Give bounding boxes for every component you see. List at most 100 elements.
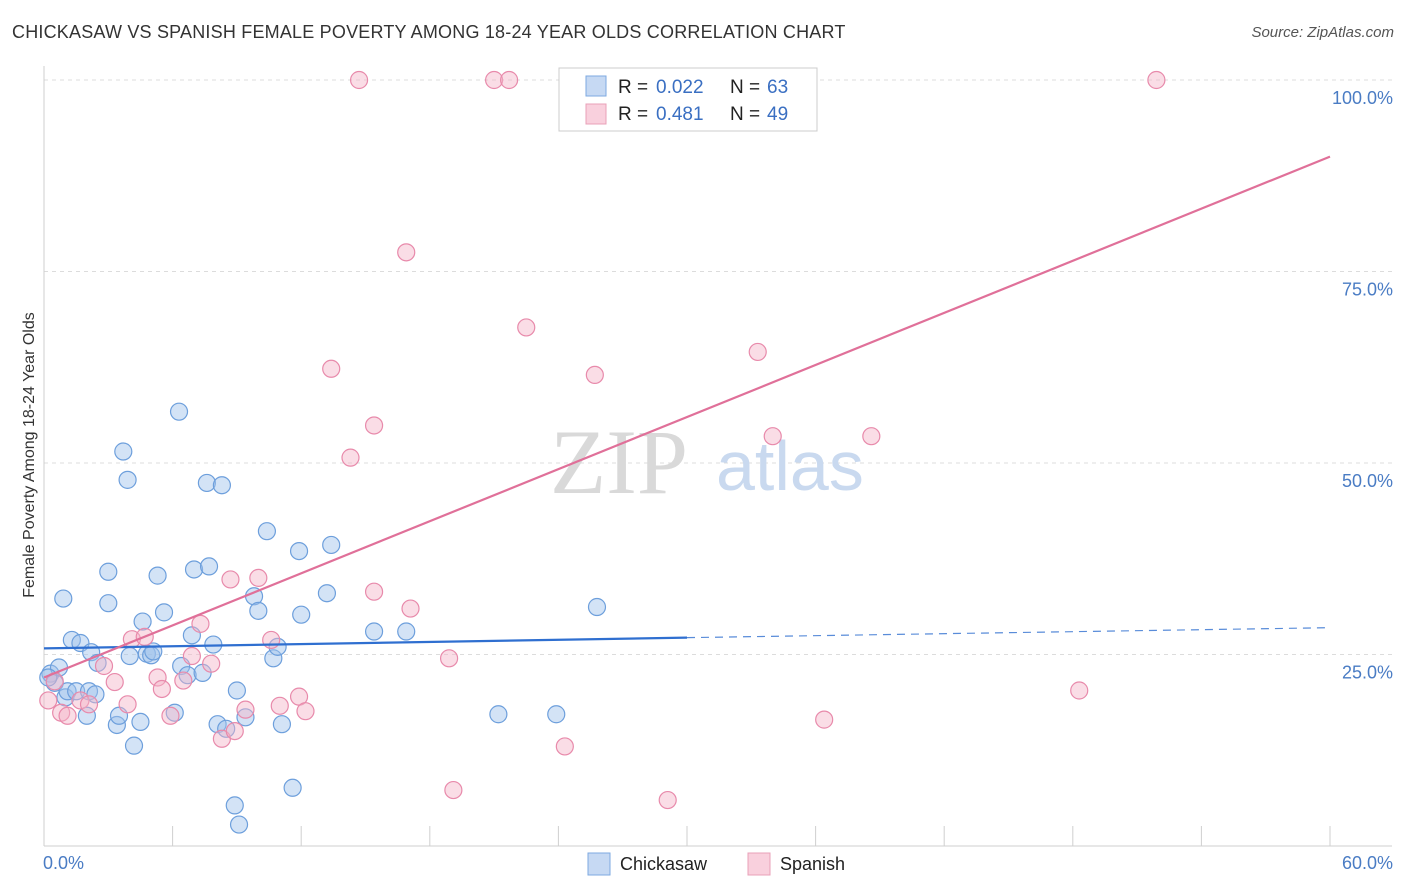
trend-lines <box>43 155 1331 679</box>
point-spanish-24 <box>270 696 289 715</box>
point-chickasaw-58 <box>397 622 416 641</box>
point-chickasaw-44 <box>229 815 249 834</box>
point-chickasaw-61 <box>587 597 607 617</box>
y-axis-title: Female Poverty Among 18-24 Year Olds <box>21 312 38 598</box>
point-spanish-22 <box>249 568 268 588</box>
point-spanish-42 <box>658 790 677 810</box>
bottom-legend-swatch-chickasaw <box>587 852 611 876</box>
point-chickasaw-28 <box>154 603 174 622</box>
point-spanish-8 <box>118 695 137 714</box>
point-spanish-16 <box>191 614 210 633</box>
point-chickasaw-22 <box>131 712 150 732</box>
point-chickasaw-14 <box>99 594 118 613</box>
point-chickasaw-23 <box>133 612 152 631</box>
legend-swatch-chickasaw <box>585 75 607 97</box>
point-spanish-29 <box>349 70 369 90</box>
x-tick-label-0: 0.0% <box>43 853 84 873</box>
point-spanish-26 <box>296 702 315 721</box>
point-chickasaw-56 <box>322 535 341 555</box>
point-chickasaw-47 <box>249 601 268 620</box>
point-chickasaw-15 <box>99 562 118 581</box>
point-chickasaw-57 <box>364 622 384 641</box>
point-spanish-46 <box>862 427 881 446</box>
legend-n-label-spanish: N = <box>730 104 760 125</box>
point-spanish-17 <box>202 654 221 673</box>
point-chickasaw-55 <box>317 584 337 603</box>
point-spanish-33 <box>401 599 420 618</box>
point-chickasaw-36 <box>197 473 216 493</box>
point-spanish-14 <box>174 671 193 690</box>
point-spanish-35 <box>444 780 463 800</box>
point-spanish-27 <box>322 359 341 378</box>
point-chickasaw-51 <box>272 715 292 734</box>
source-label: Source: ZipAtlas.com <box>1251 24 1394 41</box>
point-chickasaw-39 <box>208 715 227 734</box>
point-chickasaw-42 <box>225 796 244 815</box>
point-chickasaw-9 <box>77 706 96 725</box>
bottom-legend-label-chickasaw: Chickasaw <box>620 854 708 874</box>
point-chickasaw-45 <box>236 708 255 727</box>
watermark-zip: ZIP <box>550 411 688 513</box>
point-spanish-28 <box>341 448 360 467</box>
trend-line-chickasaw <box>43 636 688 650</box>
point-chickasaw-60 <box>547 705 566 724</box>
point-spanish-36 <box>485 70 504 90</box>
point-spanish-31 <box>364 582 384 601</box>
legend-r-value-spanish: 0.481 <box>656 104 704 125</box>
point-spanish-3 <box>58 706 77 725</box>
legend-swatch-spanish <box>585 103 607 125</box>
series-legend: Chickasaw Spanish <box>587 852 845 876</box>
point-spanish-0 <box>39 691 58 710</box>
point-spanish-34 <box>439 649 459 668</box>
point-spanish-40 <box>585 365 604 385</box>
point-chickasaw-20 <box>120 646 139 666</box>
series-chickasaw <box>39 402 607 834</box>
point-spanish-13 <box>161 706 180 725</box>
point-chickasaw-19 <box>118 470 137 489</box>
point-spanish-39 <box>555 737 574 756</box>
point-chickasaw-3 <box>54 589 73 608</box>
point-spanish-12 <box>152 679 171 699</box>
legend-r-value-chickasaw: 0.022 <box>656 77 704 98</box>
point-chickasaw-52 <box>283 778 302 797</box>
chart-title: CHICKASAW VS SPANISH FEMALE POVERTY AMON… <box>12 22 846 42</box>
legend-n-value-spanish: 49 <box>767 104 788 125</box>
point-spanish-43 <box>748 342 767 362</box>
point-spanish-15 <box>182 646 201 666</box>
point-spanish-32 <box>397 243 416 262</box>
point-spanish-44 <box>763 427 782 446</box>
point-spanish-47 <box>1070 681 1089 700</box>
point-spanish-30 <box>364 416 384 435</box>
point-chickasaw-30 <box>169 402 189 421</box>
y-tick-label-3: 100.0% <box>1332 88 1393 108</box>
bottom-legend-swatch-spanish <box>747 852 771 876</box>
point-chickasaw-59 <box>489 705 508 724</box>
point-spanish-6 <box>94 656 114 676</box>
point-chickasaw-34 <box>184 560 204 579</box>
point-spanish-11 <box>148 668 167 687</box>
point-spanish-48 <box>1147 70 1166 90</box>
axes <box>43 66 1392 847</box>
point-spanish-5 <box>79 695 99 714</box>
legend-r-label-spanish: R = <box>618 104 648 125</box>
point-spanish-21 <box>236 700 255 719</box>
point-spanish-45 <box>815 710 834 729</box>
point-chickasaw-37 <box>199 557 219 576</box>
point-spanish-38 <box>517 318 536 337</box>
point-chickasaw-54 <box>292 605 311 624</box>
y-tick-label-0: 25.0% <box>1342 663 1393 683</box>
trend-line-spanish <box>43 155 1331 679</box>
point-chickasaw-7 <box>67 682 86 701</box>
point-chickasaw-27 <box>148 566 167 585</box>
point-chickasaw-50 <box>268 637 287 656</box>
point-chickasaw-48 <box>257 522 277 541</box>
y-tick-label-1: 50.0% <box>1342 471 1393 491</box>
point-spanish-7 <box>105 672 124 692</box>
legend-r-label-chickasaw: R = <box>618 77 648 98</box>
point-spanish-37 <box>500 70 519 90</box>
bottom-legend-label-spanish: Spanish <box>780 854 845 874</box>
legend-n-label-chickasaw: N = <box>730 77 760 98</box>
watermark: ZIP atlas <box>550 411 864 513</box>
grid-lines <box>44 79 1392 655</box>
